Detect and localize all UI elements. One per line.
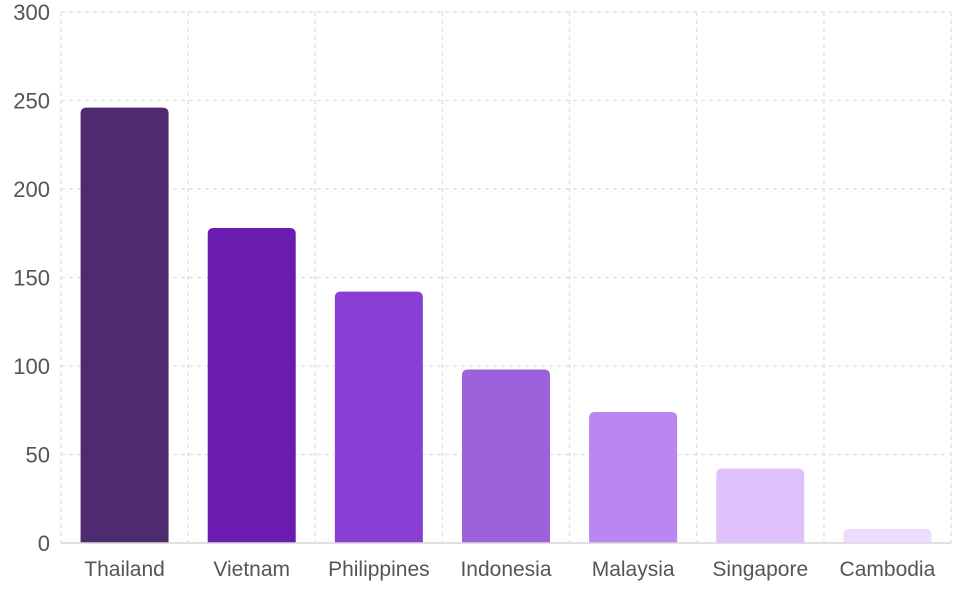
bars xyxy=(80,107,932,543)
x-tick-label: Singapore xyxy=(712,558,808,581)
x-tick-label: Indonesia xyxy=(460,558,551,581)
y-tick-label: 150 xyxy=(13,266,50,291)
bar-malaysia xyxy=(589,412,678,543)
y-tick-label: 100 xyxy=(13,354,50,379)
x-tick-label: Vietnam xyxy=(213,558,290,581)
bar-indonesia xyxy=(462,369,550,543)
x-tick-label: Cambodia xyxy=(840,558,936,581)
x-tick-label: Philippines xyxy=(328,558,430,581)
y-tick-label: 300 xyxy=(13,0,50,25)
x-tick-label: Thailand xyxy=(84,558,165,581)
labels: 0 50 100 150 200 250 300 Thailand Vietnam Philipp… xyxy=(13,0,935,581)
bar-thailand xyxy=(80,107,169,543)
bar-philippines xyxy=(334,291,423,543)
bar-singapore xyxy=(716,468,805,543)
bar-vietnam xyxy=(207,227,296,543)
y-tick-label: 50 xyxy=(26,443,50,468)
bar-cambodia xyxy=(843,528,932,543)
x-tick-label: Malaysia xyxy=(592,558,675,581)
y-tick-label: 0 xyxy=(38,531,50,556)
y-tick-label: 250 xyxy=(13,89,50,114)
grid xyxy=(60,11,952,543)
y-tick-label: 200 xyxy=(13,177,50,202)
